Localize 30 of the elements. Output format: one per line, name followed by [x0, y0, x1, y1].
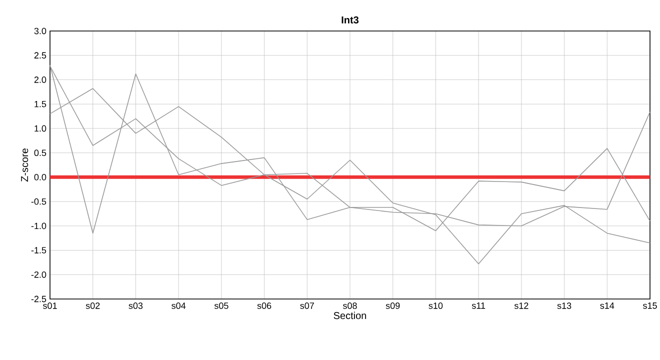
x-tick-label: s07: [300, 302, 314, 309]
x-axis-title: Section: [334, 312, 366, 320]
x-tick-label: s08: [343, 302, 357, 309]
y-tick-label: -1.0: [31, 222, 46, 230]
x-tick-label: s13: [557, 302, 572, 309]
y-tick-label: 2.5: [34, 52, 46, 59]
y-tick-label: 2.0: [34, 76, 46, 83]
x-tick-label: s12: [514, 302, 528, 309]
y-tick-label: 0.0: [34, 174, 46, 180]
x-tick-label: s04: [172, 302, 186, 309]
x-tick-label: s01: [43, 302, 57, 309]
x-tick-label: s14: [600, 302, 614, 309]
y-axis-title: Z-score: [21, 148, 28, 182]
x-tick-label: s10: [428, 302, 443, 309]
x-tick-label: s03: [128, 302, 143, 309]
x-tick-label: s15: [643, 302, 657, 309]
x-tick-label: s11: [472, 302, 486, 309]
y-tick-label: -0.5: [31, 198, 46, 205]
y-tick-label: 1.0: [34, 125, 46, 132]
y-tick-label: 1.5: [34, 100, 46, 108]
x-tick-label: s09: [386, 302, 400, 309]
x-tick-label: s05: [214, 302, 228, 309]
x-tick-label: s06: [257, 302, 272, 309]
x-tick-label: s02: [86, 302, 100, 309]
y-tick-label: -1.5: [31, 247, 46, 254]
chart-title: Int3: [342, 16, 359, 24]
y-tick-label: -2.0: [31, 271, 46, 278]
y-tick-label: 3.0: [34, 28, 46, 34]
y-tick-label: 0.5: [34, 150, 46, 156]
y-tick-label: -2.5: [31, 296, 46, 302]
